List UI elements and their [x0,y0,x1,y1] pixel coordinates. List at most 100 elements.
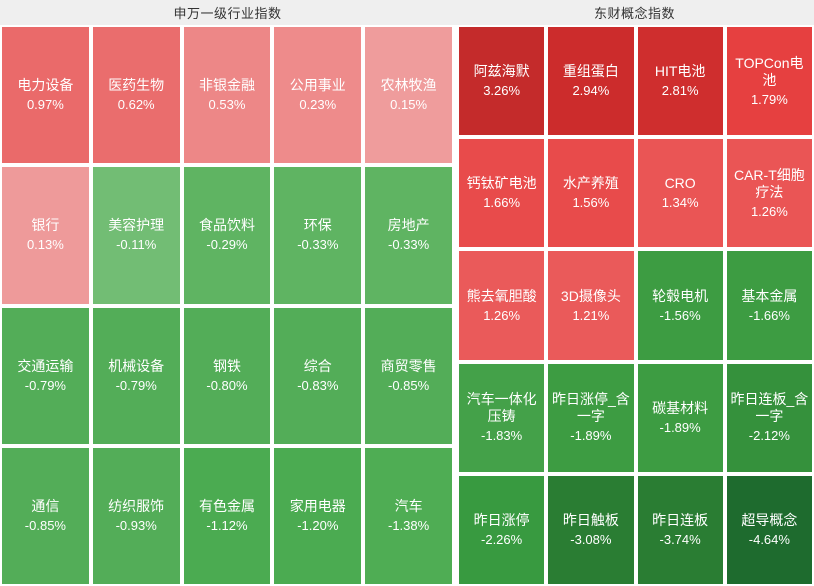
treemap-tile[interactable]: 银行 0.13% [2,167,89,304]
tile-value: 1.66% [483,195,521,211]
treemap-tile[interactable]: 重组蛋白 2.94% [548,27,634,136]
treemap-tile[interactable]: 昨日连板 -3.74% [637,475,723,585]
treemap-row: 银行 0.13% 美容护理 -0.11% 食品饮料 -0.29% 环保 -0.33% 房地产 -0… [0,165,454,305]
tile-value: -0.93% [115,517,157,533]
treemap-tile[interactable]: 阿兹海默 3.26% [459,27,545,136]
treemap-tile[interactable]: 电力设备 0.97% [2,27,89,164]
tile-label: 阿兹海默 [473,63,530,80]
tile-label: 环保 [303,217,332,234]
treemap-tile[interactable]: 钙钛矿电池 1.66% [459,139,545,248]
treemap-tile[interactable]: 美容护理 -0.11% [92,167,180,304]
treemap-tile[interactable]: 房地产 -0.33% [365,167,452,304]
tile-value: -1.56% [659,307,701,323]
treemap-tile[interactable]: 食品饮料 -0.29% [183,167,271,304]
tile-label: 钙钛矿电池 [466,175,537,192]
treemap-tile[interactable]: CRO 1.34% [637,139,723,248]
treemap-tile[interactable]: 碳基材料 -1.89% [637,363,723,472]
tile-value: 0.53% [208,97,246,113]
tile-value: -0.33% [387,237,430,253]
treemap-row: 交通运输 -0.79% 机械设备 -0.79% 钢铁 -0.80% 综合 -0.83% 商贸零售… [0,306,454,446]
treemap-tile[interactable]: 机械设备 -0.79% [92,307,180,444]
tile-label: 汽车 [394,497,423,514]
tile-value: -2.12% [748,428,790,444]
tile-label: 农林牧渔 [380,77,437,94]
tile-value: -0.11% [116,237,157,253]
treemap-tile[interactable]: 非银金融 0.53% [183,27,271,164]
tile-value: -3.74% [659,531,701,547]
treemap-tile[interactable]: 商贸零售 -0.85% [365,307,452,444]
tile-label: 非银金融 [198,77,255,94]
tile-label: 交通运输 [17,357,74,374]
treemap-tile[interactable]: 通信 -0.85% [2,447,89,584]
tile-label: 钢铁 [212,357,241,374]
tile-value: 1.26% [750,203,788,219]
tile-value: -1.12% [206,517,248,533]
tile-value: -1.83% [481,428,523,444]
treemap-tile[interactable]: 超导概念 -4.64% [726,475,812,585]
treemap-tile[interactable]: 熊去氧胆酸 1.26% [459,251,545,360]
tile-label: 3D摄像头 [560,287,621,304]
tile-value: -0.79% [115,377,157,393]
treemap-tile[interactable]: 3D摄像头 1.21% [548,251,634,360]
tile-value: -0.83% [297,377,339,393]
tile-label: 机械设备 [108,357,165,374]
treemap-tile[interactable]: 基本金属 -1.66% [726,251,812,360]
treemap-tile[interactable]: HIT电池 2.81% [637,27,723,136]
treemap-tile[interactable]: 农林牧渔 0.15% [365,27,452,164]
treemap-tile[interactable]: 医药生物 0.62% [92,27,180,164]
treemap-row: 通信 -0.85% 纺织服饰 -0.93% 有色金属 -1.12% 家用电器 -1.20% 汽车… [0,446,454,586]
treemap-tile[interactable]: 昨日涨停_含一字 -1.89% [548,363,634,472]
tile-value: 1.56% [572,195,610,211]
treemap-tile[interactable]: 纺织服饰 -0.93% [92,447,180,584]
tile-label: TOPCon电池 [735,54,804,88]
tile-label: 熊去氧胆酸 [466,287,537,304]
tile-value: -1.89% [659,419,701,435]
tile-label: 昨日触板 [562,511,619,528]
treemap-tile[interactable]: 环保 -0.33% [274,167,362,304]
tile-label: 轮毂电机 [652,287,709,304]
treemap-tile[interactable]: 钢铁 -0.80% [183,307,271,444]
tile-label: 昨日连板_含一字 [730,391,809,425]
tile-value: 0.23% [299,97,337,113]
treemap-tile[interactable]: 交通运输 -0.79% [2,307,89,444]
treemap-row: 钙钛矿电池 1.66% 水产养殖 1.56% CRO 1.34% CAR-T细胞疗法 1.26… [457,137,814,249]
tile-value: 1.26% [483,307,521,323]
tile-value: -3.08% [570,531,612,547]
treemap-row: 阿兹海默 3.26% 重组蛋白 2.94% HIT电池 2.81% TOPCon电池 1.79… [457,25,814,137]
treemap-tile[interactable]: TOPCon电池 1.79% [726,27,812,136]
treemap-dongcai: 阿兹海默 3.26% 重组蛋白 2.94% HIT电池 2.81% TOPCon电池 1.79… [455,25,814,586]
tile-value: -1.66% [748,307,790,323]
treemap-tile[interactable]: 汽车 -1.38% [365,447,452,584]
panel-title-shenwan: 申万一级行业指数 [0,0,455,25]
treemap-tile[interactable]: 水产养殖 1.56% [548,139,634,248]
tile-value: 2.94% [572,83,610,99]
tile-value: 0.97% [26,97,64,113]
tile-value: -0.80% [206,377,248,393]
treemap-tile[interactable]: 有色金属 -1.12% [183,447,271,584]
treemap-tile[interactable]: 家用电器 -1.20% [274,447,362,584]
tile-label: 房地产 [387,217,430,234]
treemap-tile[interactable]: 综合 -0.83% [274,307,362,444]
treemap-tile[interactable]: 轮毂电机 -1.56% [637,251,723,360]
tile-label: 碳基材料 [652,399,709,416]
treemap-tile[interactable]: 昨日连板_含一字 -2.12% [726,363,812,472]
panel-title-dongcai: 东财概念指数 [455,0,814,25]
tile-label: 超导概念 [741,511,798,528]
treemap-tile[interactable]: CAR-T细胞疗法 1.26% [726,139,812,248]
tile-label: 电力设备 [17,77,74,94]
tile-value: -1.89% [570,428,612,444]
tile-label: 商贸零售 [380,357,437,374]
treemap-tile[interactable]: 昨日涨停 -2.26% [459,475,545,585]
tile-value: 0.15% [390,97,428,113]
tile-value: 1.34% [661,195,699,211]
panel-dongcai-concept: 东财概念指数 阿兹海默 3.26% 重组蛋白 2.94% HIT电池 2.81% TOPCo… [455,0,814,586]
tile-value: 0.62% [117,97,155,113]
treemap-tile[interactable]: 汽车一体化压铸 -1.83% [459,363,545,472]
treemap-tile[interactable]: 公用事业 0.23% [274,27,362,164]
tile-value: -0.79% [24,377,66,393]
tile-label: 重组蛋白 [562,63,619,80]
tile-value: -0.85% [24,517,66,533]
treemap-tile[interactable]: 昨日触板 -3.08% [548,475,634,585]
tile-value: -0.33% [297,237,339,253]
tile-label: 有色金属 [198,497,255,514]
